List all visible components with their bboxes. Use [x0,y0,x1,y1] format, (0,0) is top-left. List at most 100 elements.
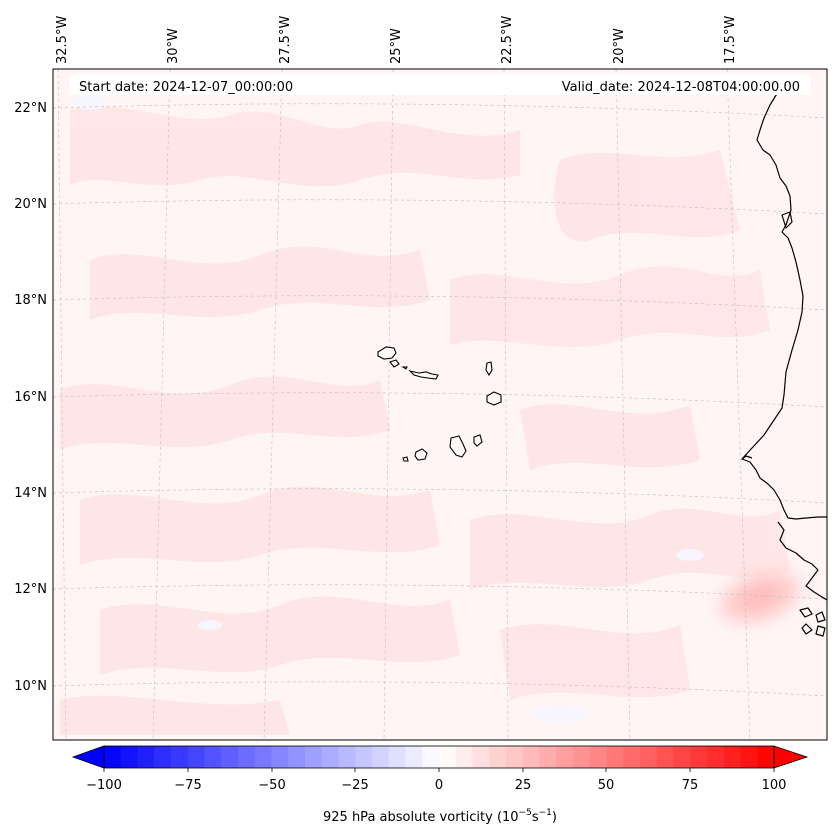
lat-tick-labels: 22°N 20°N 18°N 16°N 14°N 12°N 10°N [14,101,47,694]
colorbar-segment [506,746,524,768]
lat-tick: 18°N [14,293,47,308]
colorbar-segment [321,746,340,768]
colorbar-segment [539,746,557,768]
vorticity-blob [450,266,770,348]
lon-tick: 20°W [612,28,627,64]
island-boa-vista [486,391,502,406]
cape-verde-islands [377,346,502,462]
vortex-maximum [719,570,801,624]
parallel-20N [53,199,827,215]
parallel-12N [53,584,827,600]
island-sao-nicolau [408,370,439,380]
colorbar-label-suffix: ) [552,810,557,825]
lat-tick: 16°N [14,390,47,405]
colorbar-segment [455,746,474,768]
island-santo-antao [377,346,397,360]
lon-tick-labels: 32.5°W 30°W 27.5°W 25°W 22.5°W 20°W 17.5… [55,16,738,64]
island-sal [485,361,493,377]
island-fogo [414,448,428,461]
colorbar-segment [707,746,725,768]
colorbar: −100 −75 −50 −25 0 25 50 75 100 925 hPa … [71,745,809,825]
colorbar-segment [522,746,541,768]
vorticity-negative-patches [72,94,704,723]
colorbar-segment [757,746,775,768]
parallel-10N [53,681,827,697]
lon-tick: 27.5°W [278,16,293,64]
colorbar-segment [104,746,122,768]
lat-tick: 14°N [14,486,47,501]
colorbar-segment [204,746,222,768]
colorbar-tick-label: −25 [341,778,368,793]
colorbar-segment [305,746,323,768]
vorticity-blob [100,596,460,675]
coastline-dakar-peninsula [741,455,753,460]
colorbar-segment [154,746,172,768]
colorbar-segment [489,746,507,768]
colorbar-tick-label: 100 [762,778,787,793]
lat-tick: 10°N [14,679,47,694]
vorticity-blob [60,695,290,735]
vorticity-blob [520,404,700,470]
meridian-27-5W [263,69,283,740]
parallel-18N [53,295,827,311]
coastline-mauritania-senegal [741,91,827,520]
negative-patch [530,707,590,723]
meridian-30W [152,69,171,740]
colorbar-extend-max [773,745,809,769]
colorbar-label-exp2: −1 [539,808,552,818]
colorbar-segment [723,746,742,768]
colorbar-segment [355,746,373,768]
colorbar-tick-label: 0 [435,778,443,793]
colorbar-segment [372,746,390,768]
lon-tick: 30°W [166,28,181,64]
meridian-20W [615,69,631,740]
colorbar-segment [238,746,256,768]
colorbar-segment [388,746,407,768]
colorbar-segments [104,746,775,768]
map-frame [52,68,828,741]
colorbar-segment [656,746,675,768]
colorbar-ticks [103,768,775,772]
coastline-senegal-river-detail [781,211,793,229]
vorticity-blob [80,486,440,565]
colorbar-segment [573,746,591,768]
colorbar-tick-label: −75 [174,778,201,793]
colorbar-tick-label: 25 [515,778,532,793]
graticule [53,69,827,740]
colorbar-segment [640,746,658,768]
colorbar-segment [171,746,189,768]
coastline-bissagos-islands [799,607,826,637]
vorticity-field [60,106,790,735]
negative-patch [676,549,704,561]
colorbar-segment [120,746,139,768]
lat-tick: 20°N [14,197,47,212]
vorticity-blob [60,376,390,450]
colorbar-tick-labels: −100 −75 −50 −25 0 25 50 75 100 [86,778,786,793]
island-santa-luzia [401,366,408,370]
colorbar-segment [338,746,356,768]
meridian-25W [383,69,394,740]
parallel-14N [53,488,827,504]
lon-tick: 22.5°W [500,16,515,64]
island-brava [402,456,409,462]
vortex-inner [738,583,782,611]
colorbar-segment [288,746,306,768]
meridian-17-5W [726,69,751,740]
island-santiago [449,435,467,458]
colorbar-tick-label: −100 [86,778,122,793]
colorbar-segment [187,746,206,768]
colorbar-segment [690,746,708,768]
valid-date-label: Valid_date: 2024-12-08T04:00:00.00 [562,80,800,95]
island-sao-vicente [389,359,400,368]
parallel-22N [53,103,827,119]
lon-tick: 25°W [389,28,404,64]
vorticity-blob [90,246,430,320]
lon-tick: 32.5°W [55,16,70,64]
colorbar-tick-label: −50 [258,778,285,793]
lon-tick: 17.5°W [723,16,738,64]
colorbar-segment [589,746,608,768]
parallel-16N [53,392,827,408]
negative-patch [198,620,222,630]
colorbar-segment [271,746,289,768]
